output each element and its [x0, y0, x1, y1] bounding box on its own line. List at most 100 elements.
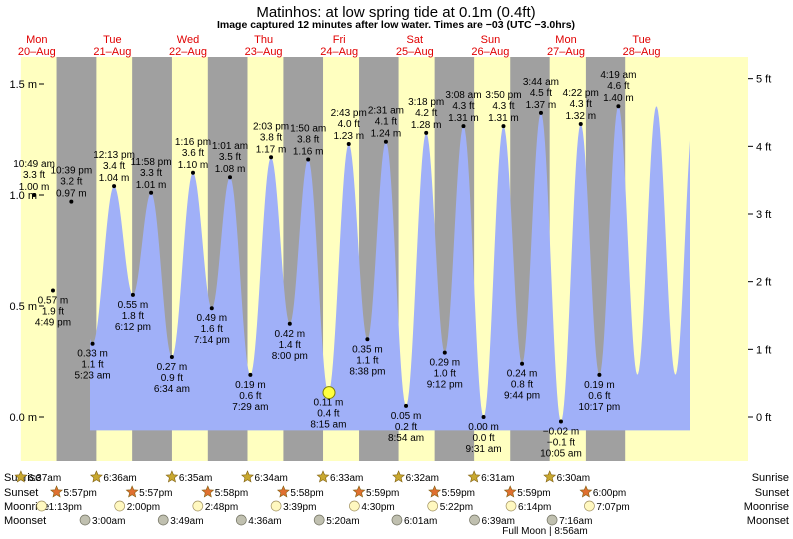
tide-point	[209, 306, 214, 311]
sunrise-icon	[467, 470, 481, 483]
tide-m-label: 0.27 m	[157, 362, 188, 373]
moonset-icon	[391, 514, 403, 526]
day-label-date: 20–Aug	[18, 46, 56, 58]
row-label-right-sunset: Sunset	[755, 487, 789, 499]
tide-time-label: 1:16 pm	[175, 137, 211, 148]
tide-m-label: 0.19 m	[235, 380, 266, 391]
day-label-dow: Fri	[333, 34, 346, 46]
tide-time-label: 3:44 am	[523, 77, 559, 88]
tide-m-label: 0.05 m	[391, 411, 422, 422]
tide-time-label: 4:19 am	[600, 70, 636, 81]
daylight-band	[20, 57, 57, 461]
current-time-marker	[322, 386, 336, 400]
day-label-dow: Thu	[254, 34, 273, 46]
moonset-time: 3:00am	[92, 516, 125, 527]
tide-ft-label: 1.9 ft	[42, 306, 64, 317]
tide-m-label: 0.11 m	[313, 398, 343, 409]
tide-area	[90, 106, 690, 431]
sunset-time: 6:00pm	[593, 488, 626, 499]
moon-phase-note: Full Moon | 8:56am	[502, 526, 587, 537]
day-label-dow: Mon	[26, 34, 47, 46]
tide-point	[461, 124, 466, 129]
moonrise-icon	[349, 500, 360, 512]
tide-point	[520, 361, 525, 366]
day-label-dow: Tue	[103, 34, 122, 46]
tide-point	[481, 415, 486, 419]
tide-point	[404, 403, 409, 408]
tide-m-label: 1.23 m	[333, 131, 364, 142]
tide-time-label: 9:12 pm	[427, 380, 463, 391]
y-tick-label-left: 1.5 m	[9, 79, 37, 91]
sunrise-icon	[543, 470, 557, 483]
tide-point	[287, 321, 292, 326]
tide-ft-label: 0.2 ft	[395, 422, 417, 433]
tide-ft-label: 3.5 ft	[219, 152, 241, 163]
sunset-time: 5:59pm	[517, 488, 550, 499]
tide-m-label: 1.32 m	[565, 111, 596, 122]
sunrise-time: 6:36am	[103, 473, 136, 484]
sunrise-icon	[316, 470, 330, 483]
tide-time-label: 3:50 pm	[485, 90, 521, 101]
y-tick-label-left: 1.0 m	[9, 190, 37, 202]
tide-ft-label: 4.1 ft	[375, 117, 397, 128]
tide-m-label: 1.16 m	[293, 146, 324, 157]
tide-time-label: 4:49 pm	[35, 317, 71, 328]
moonrise-time: 2:00pm	[127, 502, 160, 513]
tide-ft-label: 0.9 ft	[161, 373, 183, 384]
tide-ft-label: 4.6 ft	[607, 81, 629, 92]
day-label-date: 24–Aug	[320, 46, 358, 58]
tide-ft-label: 3.4 ft	[103, 161, 125, 172]
moonrise-time: 6:14pm	[518, 502, 551, 513]
moonrise-icon	[584, 500, 595, 512]
tide-point	[538, 110, 543, 115]
chart-subtitle: Image captured 12 minutes after low wate…	[217, 19, 575, 31]
tide-point	[269, 155, 274, 160]
moonrise-icon	[36, 500, 47, 512]
tide-ft-label: 0.6 ft	[239, 391, 261, 402]
tide-time-label: 7:14 pm	[194, 335, 230, 346]
moonset-time: 6:39am	[482, 516, 515, 527]
tide-ft-label: 4.0 ft	[338, 119, 360, 130]
moonset-icon	[157, 514, 169, 526]
tide-ft-label: 1.1 ft	[81, 360, 103, 371]
tide-ft-label: 4.5 ft	[530, 88, 552, 99]
tide-time-label: 3:18 pm	[408, 97, 444, 108]
tide-m-label: 1.28 m	[411, 120, 442, 131]
day-label-date: 27–Aug	[547, 46, 585, 58]
tide-ft-label: 3.8 ft	[297, 134, 319, 145]
sunset-icon	[276, 485, 290, 498]
tide-ft-label: 1.1 ft	[356, 355, 378, 366]
day-label-dow: Wed	[177, 34, 199, 46]
tide-m-label: 0.33 m	[77, 349, 108, 360]
tide-time-label: 10:49 am	[13, 159, 55, 170]
tide-time-label: 9:44 pm	[504, 391, 540, 402]
tide-m-label: 0.55 m	[118, 300, 149, 311]
moonrise-time: 3:39pm	[283, 502, 316, 513]
moonrise-time: 4:30pm	[361, 502, 394, 513]
tide-point	[578, 121, 583, 126]
y-tick-label-right: 1 ft	[756, 344, 771, 356]
row-label-right-moonset: Moonset	[747, 515, 789, 527]
moonrise-icon	[505, 500, 517, 512]
moonrise-time: 1:13pm	[49, 502, 82, 513]
tide-m-label: 1.08 m	[215, 164, 246, 175]
tide-point	[306, 157, 311, 162]
tide-time-label: 8:00 pm	[272, 351, 308, 362]
tide-time-label: 7:29 am	[232, 402, 268, 413]
tide-m-label: 0.42 m	[275, 329, 306, 340]
sunrise-time: 6:34am	[254, 473, 287, 484]
tide-m-label: 0.49 m	[196, 313, 227, 324]
moonrise-icon	[270, 500, 282, 512]
moonrise-time: 2:48pm	[205, 502, 238, 513]
tide-time-label: 10:39 pm	[50, 166, 92, 177]
tide-m-label: 1.10 m	[178, 160, 209, 171]
tide-time-label: 2:43 pm	[331, 108, 367, 119]
row-label-left-sunset: Sunset	[4, 487, 38, 499]
moonrise-icon	[192, 500, 204, 512]
sunrise-time: 6:30am	[557, 473, 590, 484]
tide-ft-label: 0.8 ft	[511, 380, 533, 391]
tide-time-label: 4:22 pm	[563, 88, 599, 99]
tide-point	[248, 372, 253, 377]
tide-ft-label: 3.3 ft	[23, 170, 45, 181]
